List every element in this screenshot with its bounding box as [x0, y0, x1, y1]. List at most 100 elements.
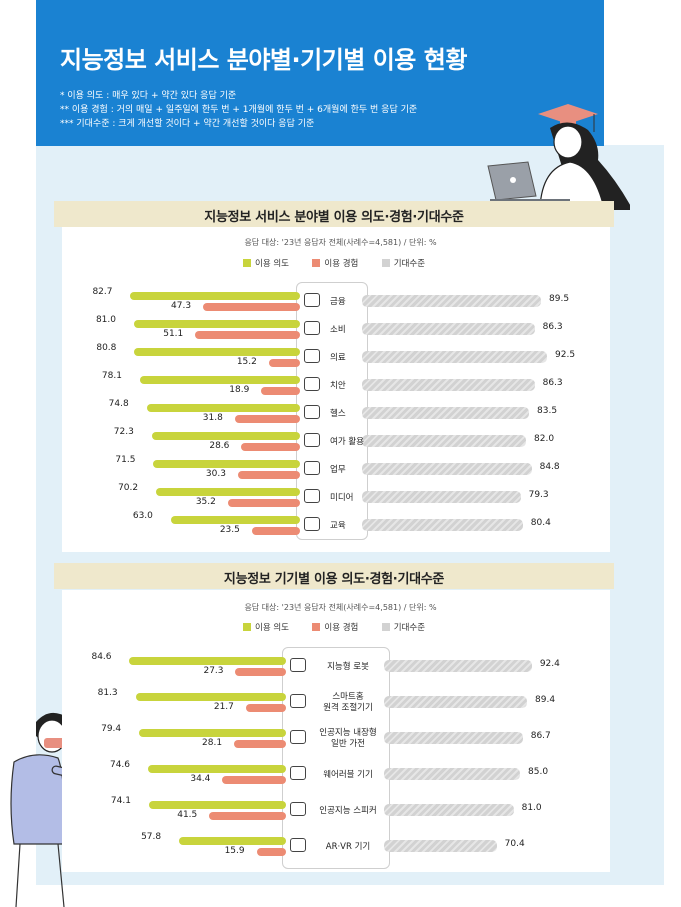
expectation-value: 89.5 — [549, 294, 570, 304]
experience-value: 27.3 — [203, 666, 224, 676]
chart1-legend: 이용 의도 이용 경험 기대수준 — [243, 257, 425, 269]
expectation-bar — [362, 295, 541, 307]
intent-value: 72.3 — [113, 427, 134, 437]
gamepad-icon — [304, 433, 320, 447]
intent-value: 80.8 — [96, 343, 117, 353]
expectation-value: 82.0 — [534, 434, 555, 444]
experience-bar — [195, 331, 300, 339]
intent-value: 70.2 — [118, 483, 139, 493]
experience-value: 28.6 — [209, 441, 230, 451]
expectation-bar — [384, 768, 520, 780]
expectation-bar — [362, 379, 535, 391]
category-label: 금융 — [330, 297, 346, 307]
note-experience: ** 이용 경험 : 거의 매일 + 일주일에 한두 번 + 1개월에 한두 번… — [60, 105, 418, 115]
experience-value: 35.2 — [195, 497, 216, 507]
intent-bar — [133, 320, 300, 328]
category-label: 웨어러블 기기 — [323, 769, 373, 780]
expectation-value: 85.0 — [528, 767, 549, 777]
category-label: 인공지능 스피커 — [319, 805, 377, 816]
legend-experience-swatch — [312, 259, 321, 267]
category-label: 의료 — [330, 353, 346, 363]
chart1-category-box — [296, 282, 368, 540]
experience-value: 47.3 — [171, 301, 192, 311]
expectation-bar — [384, 732, 523, 744]
expectation-bar — [362, 519, 523, 531]
expectation-bar — [362, 491, 521, 503]
expectation-bar — [362, 323, 535, 335]
legend2-expectation: 기대수준 — [393, 623, 426, 633]
category-label: 미디어 — [330, 493, 354, 503]
robot-icon — [290, 658, 306, 672]
intent-bar — [134, 348, 300, 356]
experience-value: 18.9 — [229, 385, 250, 395]
intent-value: 57.8 — [141, 832, 162, 842]
legend-experience: 이용 경험 — [324, 259, 359, 269]
category-label: 지능형 로봇 — [327, 661, 369, 672]
chart1-title-bar: 지능정보 서비스 분야별 이용 의도·경험·기대수준 — [54, 201, 614, 227]
intent-bar — [146, 404, 300, 412]
experience-value: 21.7 — [213, 702, 234, 712]
intent-bar — [135, 693, 286, 701]
experience-value: 30.3 — [205, 469, 226, 479]
intent-value: 71.5 — [115, 455, 136, 465]
heart-icon — [304, 405, 320, 419]
header-banner — [36, 0, 604, 146]
intent-value: 79.4 — [101, 724, 122, 734]
intent-bar — [130, 292, 300, 300]
experience-bar — [245, 704, 286, 712]
expectation-value: 79.3 — [528, 490, 549, 500]
expectation-value: 81.0 — [521, 803, 542, 813]
experience-value: 34.4 — [190, 774, 211, 784]
intent-bar — [139, 729, 286, 737]
expectation-value: 86.3 — [542, 378, 563, 388]
experience-value: 51.1 — [163, 329, 184, 339]
experience-bar — [209, 812, 286, 820]
intent-bar — [139, 376, 300, 384]
legend-intent-swatch — [243, 259, 251, 267]
experience-bar — [234, 415, 300, 423]
legend2-intent-swatch — [243, 623, 251, 631]
speaker-icon — [290, 802, 306, 816]
intent-value: 82.7 — [92, 287, 113, 297]
expectation-value: 89.4 — [535, 695, 556, 705]
category-label: 일반 가전 — [331, 739, 365, 749]
experience-bar — [235, 668, 286, 676]
expectation-value: 92.4 — [539, 659, 560, 669]
legend-expectation: 기대수준 — [393, 259, 426, 269]
intent-bar — [147, 765, 286, 773]
category-label: AR·VR 기기 — [325, 841, 371, 852]
category-label: 치안 — [330, 381, 346, 391]
legend2-expectation-swatch — [381, 623, 390, 631]
expectation-bar — [384, 840, 497, 852]
intent-value: 78.1 — [101, 371, 122, 381]
experience-bar — [237, 471, 300, 479]
experience-value: 15.2 — [236, 357, 257, 367]
legend2-intent: 이용 의도 — [255, 623, 289, 633]
expectation-value: 80.4 — [530, 518, 551, 528]
intent-bar — [148, 801, 286, 809]
category-label: 소비 — [330, 325, 346, 335]
intent-bar — [153, 460, 300, 468]
category-label: 여가 활용 — [330, 437, 364, 447]
category-label: 인공지능 내장형 — [319, 728, 377, 738]
experience-bar — [251, 527, 300, 535]
experience-value: 31.8 — [202, 413, 223, 423]
chart1-note: 응답 대상: '23년 응답자 전체(사례수=4,581) / 단위: % — [244, 238, 437, 247]
expectation-bar — [384, 696, 528, 708]
legend-expectation-swatch — [381, 259, 390, 267]
expectation-bar — [362, 463, 532, 475]
expectation-value: 70.4 — [504, 839, 525, 849]
expectation-value: 86.7 — [530, 731, 551, 741]
medical-icon — [304, 349, 320, 363]
book-icon — [304, 517, 320, 531]
chart2-note: 응답 대상: '23년 응답자 전체(사례수=4,581) / 단위: % — [244, 603, 437, 612]
coin-icon — [304, 293, 320, 307]
intent-bar — [129, 657, 286, 665]
intent-bar — [151, 432, 300, 440]
category-label: 스마트홈 — [332, 692, 364, 702]
experience-bar — [234, 740, 286, 748]
chart2-title-bar: 지능정보 기기별 이용 의도·경험·기대수준 — [54, 563, 614, 589]
experience-value: 15.9 — [224, 846, 245, 856]
category-label: 업무 — [330, 465, 346, 475]
briefcase-icon — [304, 461, 320, 475]
